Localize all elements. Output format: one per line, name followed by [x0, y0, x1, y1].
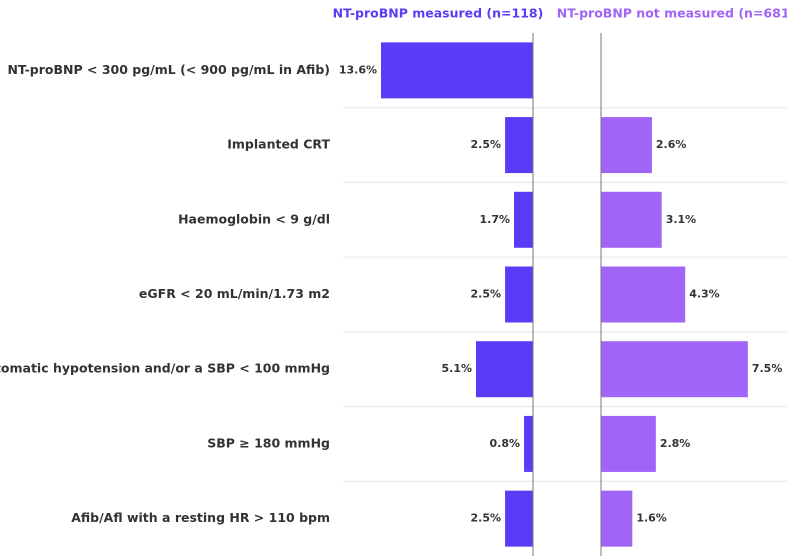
- value-label: 2.5%: [471, 138, 502, 151]
- bar: [601, 117, 652, 174]
- category-label: NT-proBNP < 300 pg/mL (< 900 pg/mL in Af…: [7, 62, 330, 77]
- category-label: Haemoglobin < 9 g/dl: [178, 211, 330, 226]
- value-label: 13.6%: [339, 63, 377, 76]
- bar: [505, 266, 533, 323]
- series-header: NT-proBNP not measured (n=681): [557, 6, 787, 21]
- value-label: 0.8%: [490, 437, 521, 450]
- value-label: 2.6%: [656, 138, 687, 151]
- bar: [601, 490, 633, 547]
- value-label: 3.1%: [666, 213, 697, 226]
- value-label: 7.5%: [752, 362, 783, 375]
- bar: [601, 191, 662, 248]
- bar: [476, 341, 533, 398]
- series-header: NT-proBNP measured (n=118): [333, 6, 544, 21]
- bar: [381, 42, 533, 99]
- bar: [514, 191, 533, 248]
- value-label: 2.5%: [471, 288, 502, 301]
- bar: [524, 415, 533, 472]
- value-label: 1.7%: [479, 213, 510, 226]
- category-label: Afib/Afl with a resting HR > 110 bpm: [71, 510, 330, 525]
- category-label: Symptomatic hypotension and/or a SBP < 1…: [0, 361, 330, 376]
- category-label: Implanted CRT: [227, 137, 330, 152]
- bar: [505, 117, 533, 174]
- bar: [601, 266, 686, 323]
- bar: [601, 415, 656, 472]
- bar: [505, 490, 533, 547]
- value-label: 2.5%: [471, 512, 502, 525]
- value-label: 5.1%: [441, 362, 472, 375]
- category-label: SBP ≥ 180 mmHg: [207, 435, 330, 450]
- value-label: 2.8%: [660, 437, 691, 450]
- value-label: 4.3%: [689, 288, 720, 301]
- bar: [601, 341, 748, 398]
- category-label: eGFR < 20 mL/min/1.73 m2: [139, 286, 330, 301]
- value-label: 1.6%: [636, 512, 667, 525]
